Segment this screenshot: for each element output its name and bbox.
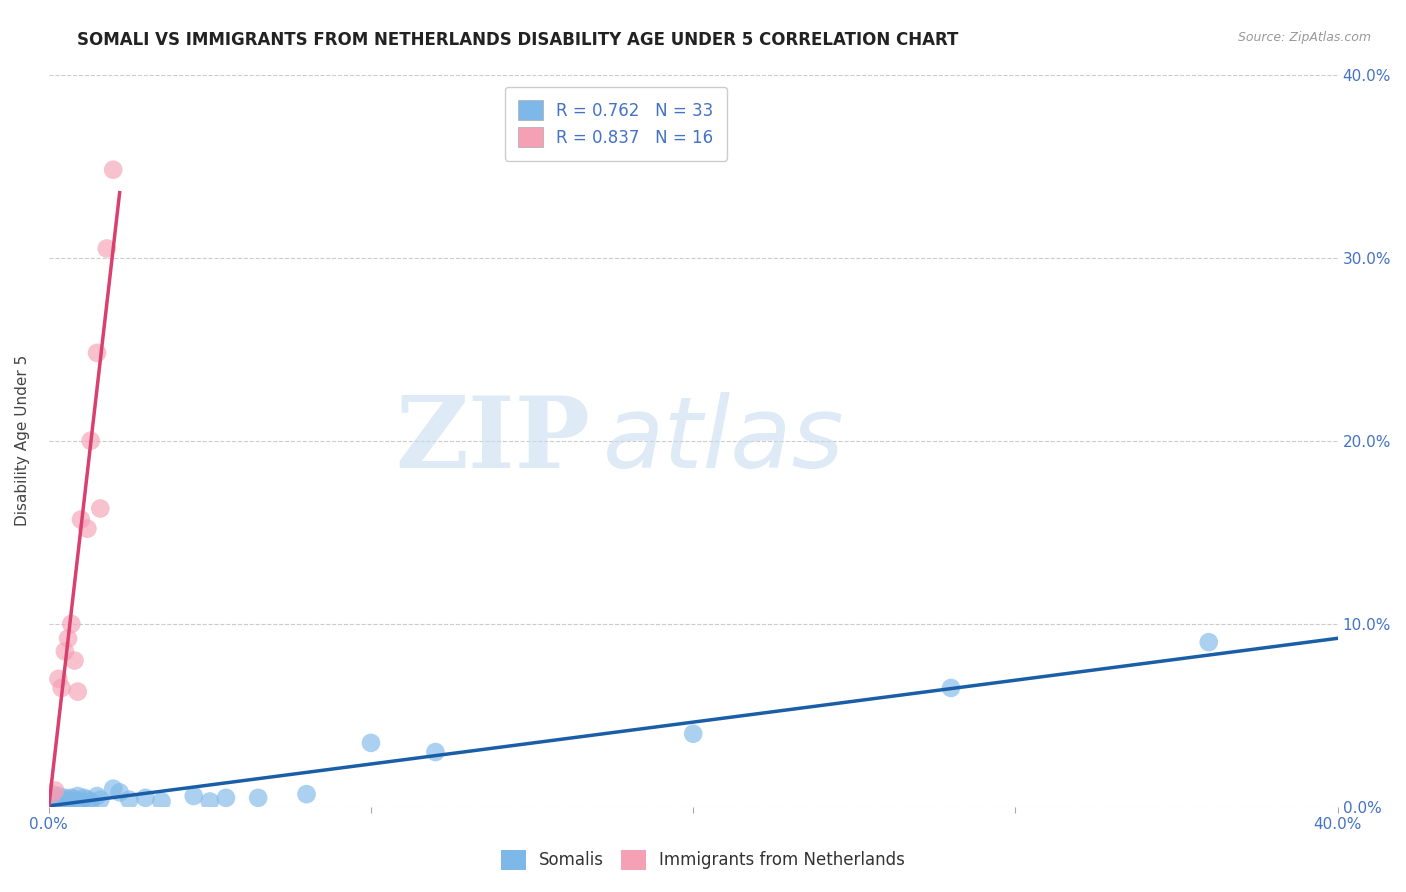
Text: atlas: atlas bbox=[603, 392, 845, 489]
Point bbox=[215, 790, 238, 805]
Point bbox=[63, 653, 86, 667]
Point bbox=[108, 785, 131, 799]
Point bbox=[103, 162, 125, 177]
Point bbox=[56, 632, 79, 646]
Point bbox=[118, 792, 141, 806]
Point bbox=[682, 727, 704, 741]
Point bbox=[53, 797, 76, 811]
Text: ZIP: ZIP bbox=[395, 392, 591, 489]
Y-axis label: Disability Age Under 5: Disability Age Under 5 bbox=[15, 355, 30, 526]
Point bbox=[73, 790, 96, 805]
Point bbox=[150, 795, 173, 809]
Point bbox=[96, 242, 118, 256]
Point bbox=[60, 790, 83, 805]
Point bbox=[70, 512, 93, 526]
Point bbox=[51, 795, 73, 809]
Point bbox=[86, 346, 108, 360]
Point bbox=[198, 795, 221, 809]
Legend: Somalis, Immigrants from Netherlands: Somalis, Immigrants from Netherlands bbox=[495, 843, 911, 877]
Point bbox=[89, 792, 111, 806]
Point bbox=[70, 795, 93, 809]
Point bbox=[103, 781, 125, 796]
Legend: R = 0.762   N = 33, R = 0.837   N = 16: R = 0.762 N = 33, R = 0.837 N = 16 bbox=[505, 87, 727, 161]
Point bbox=[48, 789, 70, 803]
Point bbox=[79, 795, 101, 809]
Point bbox=[48, 792, 70, 806]
Point bbox=[939, 681, 962, 695]
Point bbox=[60, 795, 83, 809]
Point bbox=[53, 790, 76, 805]
Point bbox=[247, 790, 270, 805]
Point bbox=[41, 787, 63, 801]
Point bbox=[53, 644, 76, 658]
Point bbox=[79, 434, 101, 448]
Point bbox=[360, 736, 382, 750]
Point bbox=[48, 672, 70, 686]
Point bbox=[60, 616, 83, 631]
Text: Source: ZipAtlas.com: Source: ZipAtlas.com bbox=[1237, 31, 1371, 45]
Point bbox=[134, 790, 156, 805]
Point bbox=[183, 789, 205, 803]
Point bbox=[56, 792, 79, 806]
Point bbox=[44, 795, 66, 809]
Point bbox=[76, 522, 98, 536]
Point bbox=[51, 681, 73, 695]
Point bbox=[66, 684, 89, 698]
Text: SOMALI VS IMMIGRANTS FROM NETHERLANDS DISABILITY AGE UNDER 5 CORRELATION CHART: SOMALI VS IMMIGRANTS FROM NETHERLANDS DI… bbox=[77, 31, 959, 49]
Point bbox=[295, 787, 318, 801]
Point bbox=[1198, 635, 1220, 649]
Point bbox=[63, 792, 86, 806]
Point bbox=[425, 745, 447, 759]
Point bbox=[89, 501, 111, 516]
Point bbox=[76, 792, 98, 806]
Point bbox=[86, 789, 108, 803]
Point bbox=[41, 790, 63, 805]
Point bbox=[44, 783, 66, 797]
Point bbox=[66, 789, 89, 803]
